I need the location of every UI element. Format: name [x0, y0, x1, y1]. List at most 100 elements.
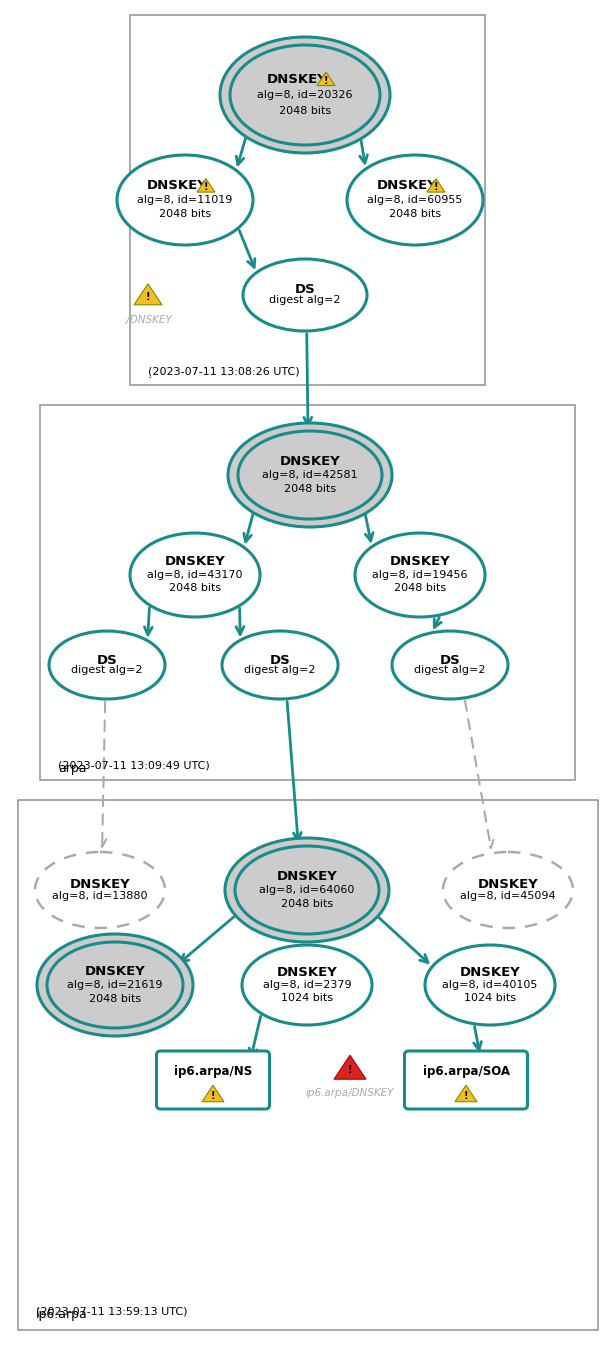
Text: 2048 bits: 2048 bits: [281, 899, 333, 909]
Polygon shape: [202, 1085, 224, 1102]
Text: DNSKEY: DNSKEY: [280, 455, 340, 468]
Text: !: !: [211, 1091, 215, 1100]
FancyArrowPatch shape: [304, 334, 312, 425]
FancyBboxPatch shape: [40, 405, 575, 781]
FancyArrowPatch shape: [364, 507, 373, 541]
Text: arpa: arpa: [58, 761, 86, 775]
Text: alg=8, id=45094: alg=8, id=45094: [460, 890, 556, 901]
Text: alg=8, id=21619: alg=8, id=21619: [67, 980, 162, 990]
Text: 2048 bits: 2048 bits: [394, 584, 446, 593]
Text: DNSKEY: DNSKEY: [147, 179, 207, 193]
Polygon shape: [197, 179, 215, 193]
Text: DNSKEY: DNSKEY: [478, 878, 538, 891]
Text: !: !: [464, 1091, 468, 1100]
FancyArrowPatch shape: [239, 231, 255, 267]
Text: DNSKEY: DNSKEY: [85, 965, 145, 977]
FancyArrowPatch shape: [434, 618, 441, 627]
FancyArrowPatch shape: [236, 608, 244, 634]
Text: DNSKEY: DNSKEY: [276, 966, 337, 979]
Text: 2048 bits: 2048 bits: [284, 484, 336, 493]
FancyArrowPatch shape: [244, 507, 255, 541]
Text: alg=8, id=43170: alg=8, id=43170: [147, 570, 243, 580]
Text: 2048 bits: 2048 bits: [279, 105, 331, 116]
Text: digest alg=2: digest alg=2: [244, 664, 316, 675]
Ellipse shape: [392, 632, 508, 699]
Text: (2023-07-11 13:59:13 UTC): (2023-07-11 13:59:13 UTC): [36, 1307, 188, 1316]
Ellipse shape: [225, 838, 389, 942]
Ellipse shape: [243, 258, 367, 331]
Ellipse shape: [35, 852, 165, 928]
FancyArrowPatch shape: [165, 965, 189, 1005]
Polygon shape: [134, 284, 162, 305]
Ellipse shape: [242, 945, 372, 1025]
Ellipse shape: [47, 942, 183, 1028]
Text: DNSKEY: DNSKEY: [390, 555, 451, 569]
Text: DNSKEY: DNSKEY: [460, 966, 520, 979]
Text: ip6.arpa/SOA: ip6.arpa/SOA: [422, 1065, 509, 1079]
FancyArrowPatch shape: [287, 701, 301, 841]
Ellipse shape: [235, 846, 379, 934]
Text: !: !: [204, 182, 208, 193]
Ellipse shape: [220, 37, 390, 153]
Ellipse shape: [443, 852, 573, 928]
Text: !: !: [348, 1065, 352, 1076]
Text: DS: DS: [295, 283, 315, 297]
Text: digest alg=2: digest alg=2: [71, 664, 143, 675]
FancyArrowPatch shape: [180, 912, 240, 962]
Text: DNSKEY: DNSKEY: [267, 72, 327, 86]
Text: alg=8, id=60955: alg=8, id=60955: [367, 195, 463, 205]
Text: 1024 bits: 1024 bits: [464, 992, 516, 1002]
Text: DNSKEY: DNSKEY: [165, 555, 226, 569]
Text: digest alg=2: digest alg=2: [414, 664, 485, 675]
Polygon shape: [427, 179, 445, 193]
Text: DS: DS: [440, 653, 460, 667]
Ellipse shape: [130, 533, 260, 617]
Ellipse shape: [117, 154, 253, 245]
Text: 2048 bits: 2048 bits: [389, 209, 441, 219]
Text: DNSKEY: DNSKEY: [276, 869, 337, 883]
Text: .: .: [148, 368, 152, 381]
FancyArrowPatch shape: [363, 454, 387, 495]
Ellipse shape: [37, 934, 193, 1036]
FancyBboxPatch shape: [130, 15, 485, 385]
FancyArrowPatch shape: [99, 701, 106, 848]
Text: alg=8, id=11019: alg=8, id=11019: [137, 195, 233, 205]
FancyArrowPatch shape: [249, 1016, 261, 1057]
FancyArrowPatch shape: [236, 131, 248, 164]
FancyArrowPatch shape: [360, 71, 388, 118]
FancyArrowPatch shape: [145, 608, 152, 634]
FancyBboxPatch shape: [156, 1051, 270, 1109]
Text: !: !: [324, 75, 328, 86]
FancyArrowPatch shape: [474, 1027, 481, 1050]
Text: alg=8, id=13880: alg=8, id=13880: [52, 890, 148, 901]
Text: 2048 bits: 2048 bits: [169, 584, 221, 593]
FancyArrowPatch shape: [360, 869, 384, 910]
Ellipse shape: [355, 533, 485, 617]
FancyArrowPatch shape: [373, 912, 428, 962]
FancyBboxPatch shape: [18, 800, 598, 1330]
Text: ./DNSKEY: ./DNSKEY: [124, 314, 172, 325]
Polygon shape: [455, 1085, 477, 1102]
Ellipse shape: [222, 632, 338, 699]
Text: digest alg=2: digest alg=2: [269, 295, 341, 305]
Text: alg=8, id=40105: alg=8, id=40105: [443, 980, 538, 990]
Text: (2023-07-11 13:09:49 UTC): (2023-07-11 13:09:49 UTC): [58, 761, 210, 771]
FancyBboxPatch shape: [405, 1051, 528, 1109]
Text: ip6.arpa/DNSKEY: ip6.arpa/DNSKEY: [306, 1088, 394, 1098]
FancyArrowPatch shape: [303, 931, 311, 939]
Text: 2048 bits: 2048 bits: [159, 209, 211, 219]
Text: 1024 bits: 1024 bits: [281, 992, 333, 1002]
Text: !: !: [434, 182, 438, 193]
Ellipse shape: [49, 632, 165, 699]
FancyArrowPatch shape: [465, 701, 493, 848]
Text: ip6.arpa: ip6.arpa: [36, 1308, 88, 1321]
Ellipse shape: [230, 45, 380, 145]
Text: DNSKEY: DNSKEY: [70, 878, 131, 891]
Text: alg=8, id=42581: alg=8, id=42581: [262, 470, 358, 480]
Text: alg=8, id=19456: alg=8, id=19456: [372, 570, 468, 580]
Text: ip6.arpa/NS: ip6.arpa/NS: [174, 1065, 252, 1079]
Ellipse shape: [425, 945, 555, 1025]
Text: alg=8, id=64060: alg=8, id=64060: [259, 884, 355, 895]
Text: (2023-07-11 13:08:26 UTC): (2023-07-11 13:08:26 UTC): [148, 366, 300, 377]
FancyArrowPatch shape: [360, 133, 367, 163]
